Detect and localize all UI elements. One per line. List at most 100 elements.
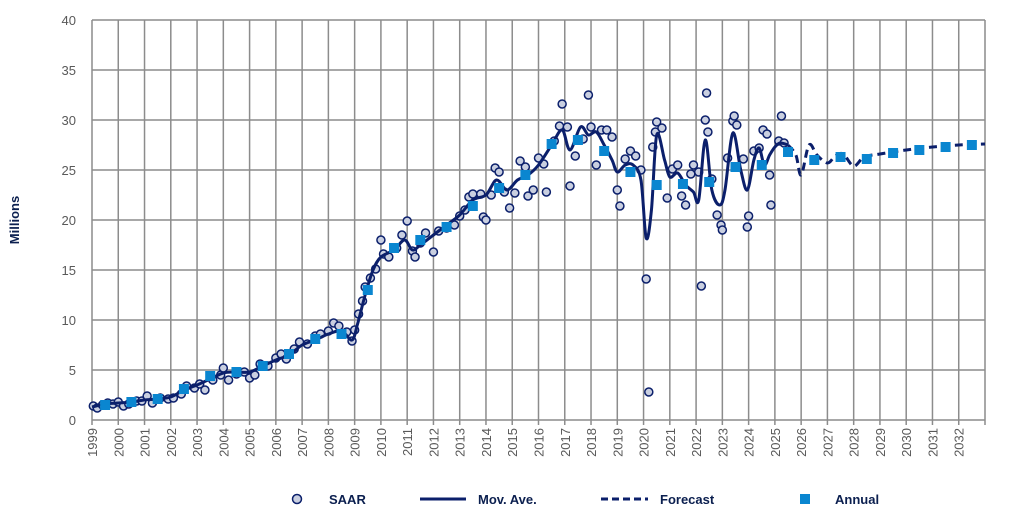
saar-point	[591, 160, 602, 170]
annual-point	[310, 334, 321, 344]
x-tick-label: 2008	[321, 428, 336, 457]
saar-point	[528, 185, 538, 195]
saar-point	[615, 201, 625, 211]
x-tick-label: 2027	[820, 428, 835, 457]
annual-point	[940, 142, 951, 152]
saar-point	[676, 191, 687, 201]
annual-point	[389, 243, 400, 253]
x-tick-label: 2023	[715, 428, 730, 457]
saar-point	[612, 185, 623, 195]
annual-point	[888, 148, 899, 158]
saar-point	[766, 200, 776, 210]
legend: SAAR Mov. Ave. Forecast Annual	[291, 492, 879, 507]
legend-forecast-label: Forecast	[660, 492, 715, 507]
x-tick-label: 2021	[663, 428, 678, 457]
annual-point	[100, 400, 111, 410]
saar-point	[732, 120, 742, 130]
saar-point	[641, 274, 651, 284]
annual-point	[704, 177, 715, 187]
x-tick-label: 2017	[558, 428, 573, 457]
annual-point	[520, 170, 531, 180]
saar-point	[672, 160, 683, 170]
saar-point	[657, 123, 667, 133]
saar-point	[688, 160, 699, 170]
annual-point	[730, 162, 741, 172]
y-tick-label: 40	[62, 13, 76, 28]
saar-point	[686, 169, 696, 179]
saar-point	[565, 181, 575, 191]
saar-point	[218, 363, 229, 373]
legend-saar-marker	[291, 493, 303, 505]
saar-point	[602, 125, 612, 135]
saar-point	[520, 162, 531, 172]
y-tick-label: 10	[62, 313, 76, 328]
x-tick-label: 2013	[453, 428, 468, 457]
x-tick-label: 2030	[899, 428, 914, 457]
saar-point	[523, 191, 533, 201]
x-tick-label: 2010	[374, 428, 389, 457]
annual-point	[783, 147, 794, 157]
x-tick-label: 2018	[584, 428, 599, 457]
saar-point	[651, 117, 662, 127]
annual-point	[546, 139, 557, 149]
annual-point	[231, 367, 242, 377]
y-tick-label: 20	[62, 213, 76, 228]
annual-point	[914, 145, 925, 155]
x-tick-label: 2031	[925, 428, 940, 457]
saar-point	[515, 156, 525, 166]
annual-point	[257, 361, 268, 371]
x-tick-label: 2001	[138, 428, 153, 457]
saar-point	[696, 281, 707, 291]
saar-point	[376, 235, 386, 245]
annual-point	[756, 160, 767, 170]
legend-movave-label: Mov. Ave.	[478, 492, 537, 507]
annual-point	[152, 394, 163, 404]
annual-point	[494, 183, 505, 193]
x-axis-ticks: 1999 2000 2001 2002 2003 2004 2005 2006 2007 2008…	[85, 428, 967, 457]
annual-point	[178, 384, 189, 394]
y-tick-label: 5	[69, 363, 76, 378]
legend-annual-label: Annual	[835, 492, 879, 507]
x-tick-label: 2012	[426, 428, 441, 457]
saar-point	[644, 387, 654, 397]
annual-point	[966, 140, 977, 150]
x-tick-label: 2024	[742, 428, 757, 457]
saar-point	[700, 115, 711, 125]
saar-point	[680, 200, 691, 210]
y-tick-label: 30	[62, 113, 76, 128]
annual-point	[283, 349, 294, 359]
annual-point	[362, 285, 373, 295]
annual-point	[651, 180, 662, 190]
saar-point	[510, 188, 520, 198]
x-tick-label: 2019	[610, 428, 625, 457]
saar-point	[468, 189, 478, 199]
x-tick-label: 2007	[295, 428, 310, 457]
saar-point	[701, 88, 712, 98]
saar-point	[494, 167, 504, 177]
saar-point	[586, 122, 596, 132]
saar-point	[607, 132, 617, 142]
y-axis-ticks: 0 5 10 15 20 25 30 35 40	[62, 13, 76, 428]
annual-point	[625, 167, 636, 177]
saar-point	[541, 187, 552, 197]
x-tick-label: 2009	[348, 428, 363, 457]
saar-point	[583, 90, 594, 100]
plot-marks	[88, 88, 986, 413]
saar-point	[742, 222, 753, 232]
saar-point	[620, 154, 630, 164]
annual-point	[599, 146, 610, 156]
x-tick-label: 2020	[637, 428, 652, 457]
saar-point	[200, 385, 210, 395]
y-tick-label: 35	[62, 63, 76, 78]
y-tick-label: 25	[62, 163, 76, 178]
annual-point	[835, 152, 846, 162]
y-axis-label: Millions	[7, 196, 22, 244]
saar-point	[776, 111, 787, 121]
saar-point	[630, 151, 641, 161]
saar-point	[570, 151, 581, 161]
saar-point	[557, 99, 567, 109]
x-tick-label: 2032	[952, 428, 967, 457]
x-tick-label: 2014	[479, 428, 494, 457]
saar-point	[743, 211, 754, 221]
y-tick-label: 15	[62, 263, 76, 278]
